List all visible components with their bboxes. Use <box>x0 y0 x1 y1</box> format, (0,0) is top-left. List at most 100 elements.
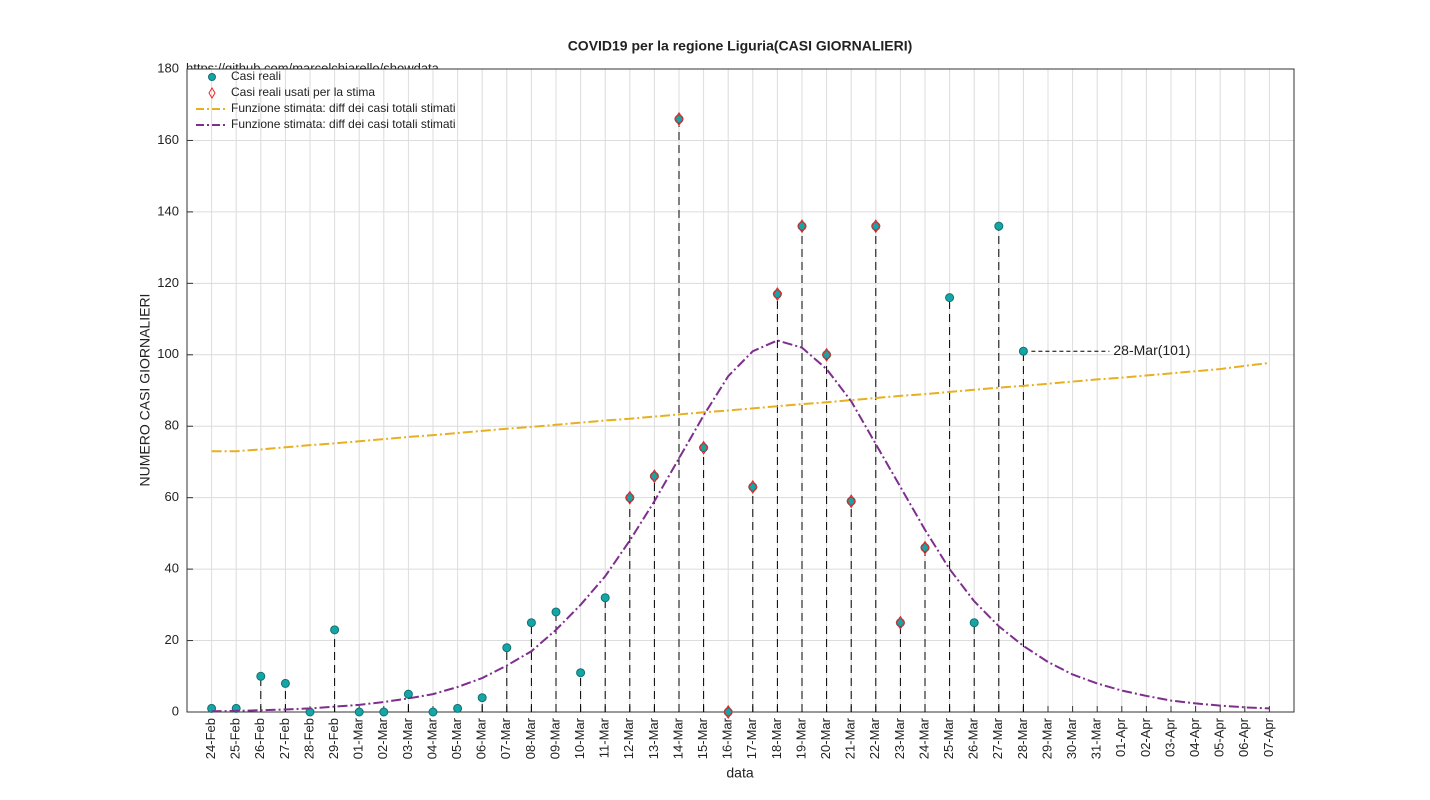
x-tick-label: 31-Mar <box>1089 717 1104 759</box>
x-tick-label: 27-Mar <box>990 717 1005 759</box>
x-tick-label: 03-Apr <box>1162 717 1177 757</box>
y-tick-label: 0 <box>172 703 179 718</box>
x-tick-label: 06-Mar <box>474 717 489 759</box>
x-tick-label: 12-Mar <box>621 717 636 759</box>
chart-title: COVID19 per la regione Liguria(CASI GIOR… <box>568 38 913 54</box>
y-tick-label: 180 <box>157 60 179 75</box>
x-tick-label: 06-Apr <box>1236 717 1251 757</box>
x-tick-label: 28-Feb <box>301 718 316 759</box>
y-tick-label: 80 <box>165 418 179 433</box>
legend-swatch <box>208 73 216 81</box>
legend-label: Casi reali usati per la stima <box>231 85 375 99</box>
legend-label: Funzione stimata: diff dei casi totali s… <box>231 101 456 115</box>
diamond <box>920 540 930 555</box>
point <box>1018 346 1028 356</box>
diamond <box>871 219 881 234</box>
x-tick-label: 20-Mar <box>818 717 833 759</box>
x-tick-label: 19-Mar <box>793 717 808 759</box>
x-tick-label: 27-Feb <box>277 718 292 759</box>
annotation-text: 28-Mar(101) <box>1113 342 1190 358</box>
x-tick-label: 11-Mar <box>597 717 612 758</box>
diamond <box>895 615 906 630</box>
x-tick-label: 23-Mar <box>892 717 907 759</box>
x-tick-label: 30-Mar <box>1064 717 1079 759</box>
x-tick-label: 16-Mar <box>720 717 735 759</box>
x-tick-label: 28-Mar <box>1015 717 1030 759</box>
y-tick-label: 100 <box>157 346 179 361</box>
x-tick-label: 14-Mar <box>670 717 685 759</box>
x-tick-label: 21-Mar <box>843 717 858 759</box>
diamond <box>698 440 709 455</box>
x-tick-label: 24-Mar <box>916 717 931 759</box>
plot-area <box>187 69 1294 712</box>
axes-box <box>186 68 1295 713</box>
x-tick-label: 29-Feb <box>326 718 341 759</box>
point <box>994 221 1004 231</box>
x-tick-label: 02-Mar <box>375 717 390 759</box>
curve <box>211 339 1270 713</box>
x-tick-label: 07-Mar <box>498 717 513 759</box>
point <box>551 607 561 617</box>
diamond <box>625 490 635 505</box>
x-tick-label: 02-Apr <box>1138 717 1153 757</box>
y-tick-label: 60 <box>165 489 179 504</box>
diamond <box>821 347 832 362</box>
point <box>256 671 266 681</box>
point <box>379 707 389 717</box>
point <box>453 703 463 713</box>
legend-label: Funzione stimata: diff dei casi totali s… <box>231 117 456 131</box>
diamond <box>674 111 684 127</box>
point <box>600 593 610 603</box>
point <box>502 643 512 653</box>
x-tick-label: 05-Mar <box>449 717 464 759</box>
y-tick-label: 120 <box>157 275 179 290</box>
x-tick-label: 25-Feb <box>228 718 243 759</box>
x-tick-label: 15-Mar <box>695 717 710 759</box>
diamond <box>797 219 807 234</box>
x-tick-label: 05-Apr <box>1212 717 1227 757</box>
y-tick-label: 20 <box>165 632 179 647</box>
legend-swatch <box>208 87 216 99</box>
x-tick-label: 13-Mar <box>646 717 661 759</box>
point <box>330 625 340 635</box>
diamond <box>772 286 783 302</box>
x-tick-label: 10-Mar <box>572 717 587 759</box>
diamond <box>748 479 758 495</box>
point <box>969 618 979 628</box>
x-tick-label: 26-Mar <box>966 717 981 759</box>
x-tick-label: 18-Mar <box>769 717 784 759</box>
x-tick-label: 08-Mar <box>523 717 538 759</box>
y-axis-label: NUMERO CASI GIORNALIERI <box>137 294 153 487</box>
x-tick-label: 04-Apr <box>1187 717 1202 757</box>
y-tick-label: 140 <box>157 203 179 218</box>
x-axis-label: data <box>726 765 753 781</box>
point <box>945 293 955 303</box>
x-tick-label: 09-Mar <box>547 717 562 759</box>
curve <box>211 362 1270 453</box>
diamond <box>649 469 660 484</box>
y-tick-label: 160 <box>157 132 179 147</box>
x-tick-label: 01-Apr <box>1113 717 1128 757</box>
diamond <box>846 494 856 509</box>
point <box>477 693 487 703</box>
x-tick-label: 03-Mar <box>400 717 415 759</box>
x-tick-label: 26-Feb <box>252 718 267 759</box>
x-tick-label: 17-Mar <box>744 717 759 759</box>
legend-label: Casi reali <box>231 69 281 83</box>
diamond <box>723 704 733 720</box>
y-tick-label: 40 <box>165 561 179 576</box>
x-tick-label: 24-Feb <box>203 718 218 759</box>
x-tick-label: 07-Apr <box>1261 717 1276 757</box>
x-tick-label: 29-Mar <box>1039 717 1054 759</box>
point <box>280 678 290 688</box>
point <box>354 707 364 717</box>
x-tick-label: 25-Mar <box>941 717 956 759</box>
point <box>576 668 586 678</box>
point <box>428 707 438 717</box>
x-tick-label: 22-Mar <box>867 717 882 759</box>
x-tick-label: 04-Mar <box>424 717 439 759</box>
point <box>526 618 536 628</box>
x-tick-label: 01-Mar <box>351 717 366 759</box>
point <box>403 689 413 699</box>
